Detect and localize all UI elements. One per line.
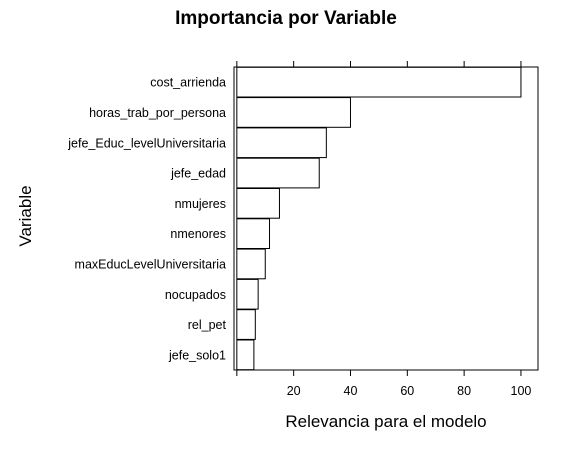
category-label: jefe_Educ_levelUniversitaria	[67, 136, 226, 150]
category-label: cost_arrienda	[150, 76, 226, 90]
x-tick-label: 100	[511, 384, 532, 398]
bar-nmujeres	[236, 188, 280, 219]
bar-jefe_edad	[236, 157, 320, 189]
category-label: nocupados	[165, 288, 226, 302]
bar-nmenores	[236, 218, 271, 249]
category-label: nmenores	[170, 227, 226, 241]
category-label: horas_trab_por_persona	[89, 106, 226, 120]
bar-jefe_Educ_levelUniversitaria	[236, 127, 327, 159]
x-tick-label: 60	[400, 384, 414, 398]
bar-jefe_solo1	[236, 339, 255, 371]
category-label: rel_pet	[188, 318, 227, 332]
bar-cost_arrienda	[236, 66, 522, 98]
chart-title: Importancia por Variable	[175, 8, 397, 29]
category-label: maxEducLevelUniversitaria	[75, 257, 227, 271]
bar-maxEducLevelUniversitaria	[236, 248, 266, 280]
bar-rel_pet	[236, 309, 256, 340]
category-label: jefe_edad	[170, 167, 226, 181]
x-tick-label: 40	[344, 384, 358, 398]
bars-layer	[236, 66, 522, 371]
x-tick-label: 20	[287, 384, 301, 398]
plot-frame	[233, 66, 539, 371]
category-label: jefe_solo1	[168, 348, 226, 362]
axis-ticks: 20 40 60 80 100	[236, 61, 532, 398]
y-axis-label: Variable	[16, 185, 35, 246]
bar-horas_trab_por_persona	[236, 97, 351, 128]
category-labels: cost_arrienda horas_trab_por_persona jefe_…	[67, 76, 226, 363]
x-axis-label: Relevancia para el modelo	[285, 412, 486, 431]
bar-nocupados	[236, 278, 259, 310]
x-tick-label: 80	[457, 384, 471, 398]
category-label: nmujeres	[175, 197, 226, 211]
